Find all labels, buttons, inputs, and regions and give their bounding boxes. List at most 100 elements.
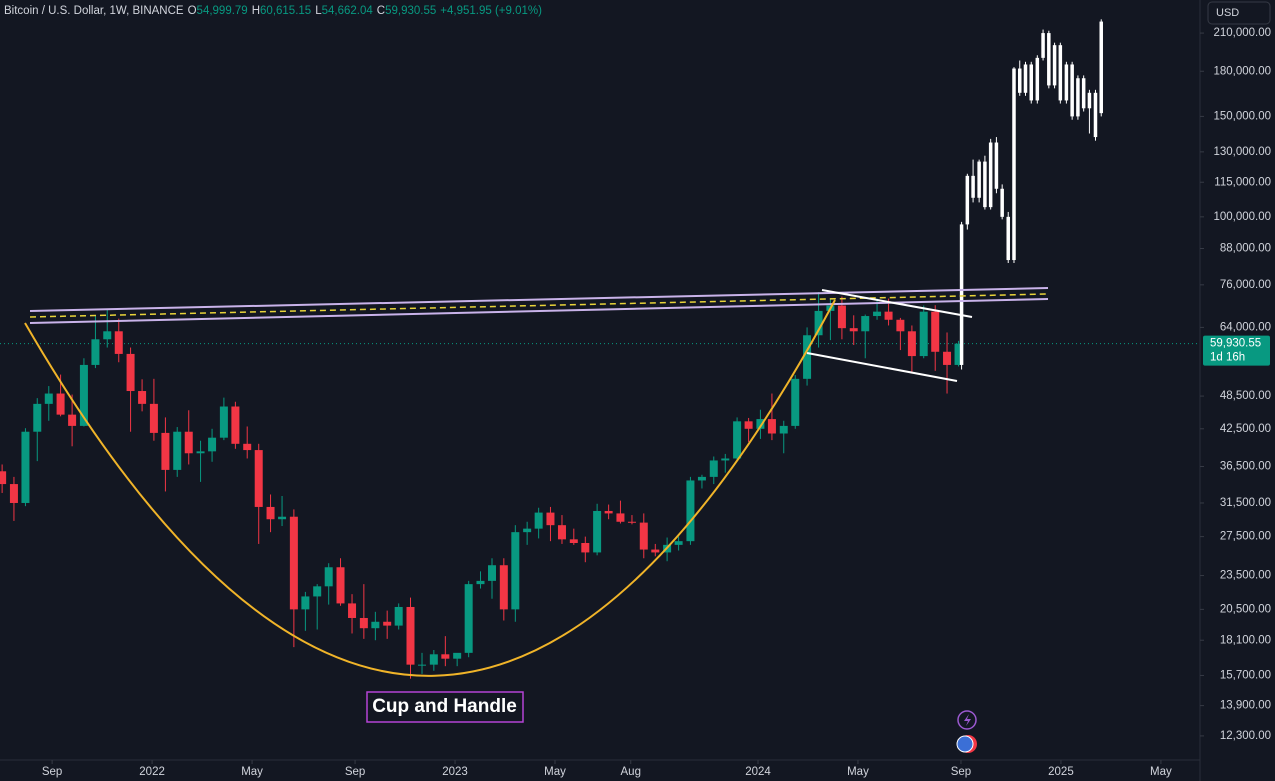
candle-body xyxy=(1058,45,1063,101)
y-tick-label: 88,000.00 xyxy=(1220,243,1271,255)
annotation-box xyxy=(366,691,524,723)
annotation: Cup and Handle xyxy=(372,696,517,717)
candle-body xyxy=(569,539,578,544)
candle-body xyxy=(971,175,975,198)
candle-body xyxy=(266,506,275,520)
x-tick-label: May xyxy=(544,766,566,778)
candle-body xyxy=(919,311,928,357)
resistance-bottom xyxy=(29,298,1049,324)
candle-body xyxy=(1087,92,1092,109)
candle-body xyxy=(149,403,158,433)
candle-body xyxy=(429,654,438,665)
candle-body xyxy=(1012,68,1016,261)
candle-body xyxy=(0,471,7,485)
candle-body xyxy=(1081,78,1086,109)
candle-body xyxy=(639,522,648,550)
candle-body xyxy=(767,419,776,434)
candle-body xyxy=(896,319,905,332)
x-tick-label: May xyxy=(1150,766,1172,778)
y-tick-label: 15,700.00 xyxy=(1220,669,1271,681)
legend-value: 60,615.15 xyxy=(260,5,311,17)
candle-body xyxy=(943,351,952,365)
last-price-box xyxy=(1203,335,1270,366)
x-tick-label: Aug xyxy=(621,766,641,778)
candle-body xyxy=(254,450,263,507)
x-tick-label: Sep xyxy=(345,766,365,778)
candle-body xyxy=(965,175,970,225)
handle-bottom xyxy=(806,352,958,382)
candle-body xyxy=(593,510,602,553)
candle-body xyxy=(138,391,147,404)
candle-body xyxy=(1093,92,1098,138)
candle-body xyxy=(697,476,706,481)
candle-body xyxy=(1035,57,1040,101)
y-tick-label: 64,000.00 xyxy=(1220,321,1271,333)
currency-button[interactable] xyxy=(1207,1,1271,25)
candle-body xyxy=(126,353,135,392)
currency: USD xyxy=(1216,7,1239,19)
handle-top xyxy=(821,289,973,318)
candle-body xyxy=(91,339,100,365)
candle-body xyxy=(476,580,485,585)
candle-body xyxy=(1070,64,1074,117)
candle-body xyxy=(219,406,228,438)
candle-body xyxy=(861,316,870,332)
y-tick-label: 27,500.00 xyxy=(1220,531,1271,543)
x-tick-label: May xyxy=(847,766,869,778)
candle-body xyxy=(441,654,450,659)
candle-body xyxy=(499,565,508,610)
candle-body xyxy=(33,403,42,432)
candle-body xyxy=(604,510,613,514)
candle-body xyxy=(359,617,368,629)
candle-body xyxy=(1017,68,1022,93)
candle-body xyxy=(21,431,30,503)
x-tick-label: 2023 xyxy=(442,766,468,778)
candle-body xyxy=(313,586,322,597)
y-tick-label: 18,100.00 xyxy=(1220,634,1271,646)
candle-body xyxy=(651,549,660,553)
candle-body xyxy=(814,310,823,336)
candle-body xyxy=(336,567,345,604)
y-tick-label: 13,900.00 xyxy=(1220,700,1271,712)
y-tick-label: 20,500.00 xyxy=(1220,603,1271,615)
candle-body xyxy=(907,331,916,357)
last-price-label: 59,930.55 xyxy=(1210,338,1261,350)
candle-body xyxy=(1006,216,1010,261)
x-tick-label: May xyxy=(241,766,263,778)
candle-body xyxy=(464,584,473,653)
candle-body xyxy=(803,335,812,379)
axes: 210,000.00 180,000.00 150,000.00 130,000.00… xyxy=(42,27,1271,778)
candle-body xyxy=(9,484,18,503)
legend-change: +4,951.95 (+9.01%) xyxy=(440,5,542,17)
candle-body xyxy=(674,541,683,545)
cup-curve xyxy=(24,299,836,677)
candle-body xyxy=(1099,21,1103,114)
y-tick-label: 210,000.00 xyxy=(1213,27,1271,39)
candle-body xyxy=(243,443,252,451)
event-flag-inner xyxy=(956,735,974,753)
candle-body xyxy=(954,343,963,365)
candle-body xyxy=(289,516,298,610)
y-tick-label: 100,000.00 xyxy=(1213,211,1271,223)
x-tick-label: Sep xyxy=(951,766,971,778)
candle-body xyxy=(959,224,964,365)
x-tick-label: 2025 xyxy=(1048,766,1074,778)
candle-body xyxy=(1076,78,1080,117)
symbol: Bitcoin / U.S. Dollar, 1W, BINANCE xyxy=(4,5,184,17)
drawings xyxy=(24,287,1049,753)
plot xyxy=(0,19,1200,679)
candle-body xyxy=(278,516,287,520)
legend-value: 59,930.55 xyxy=(385,5,436,17)
candle-body xyxy=(1029,64,1034,101)
candle-body xyxy=(1023,64,1028,93)
y-tick-label: 31,500.00 xyxy=(1220,497,1271,509)
candle-body xyxy=(348,603,357,618)
candle-body xyxy=(1052,45,1057,86)
legend-value: 54,999.79 xyxy=(197,5,248,17)
candle-body xyxy=(301,596,310,610)
candle-body xyxy=(581,543,590,553)
candle-body xyxy=(709,460,718,477)
resistance-top xyxy=(29,287,1049,312)
y-tick-label: 36,500.00 xyxy=(1220,461,1271,473)
